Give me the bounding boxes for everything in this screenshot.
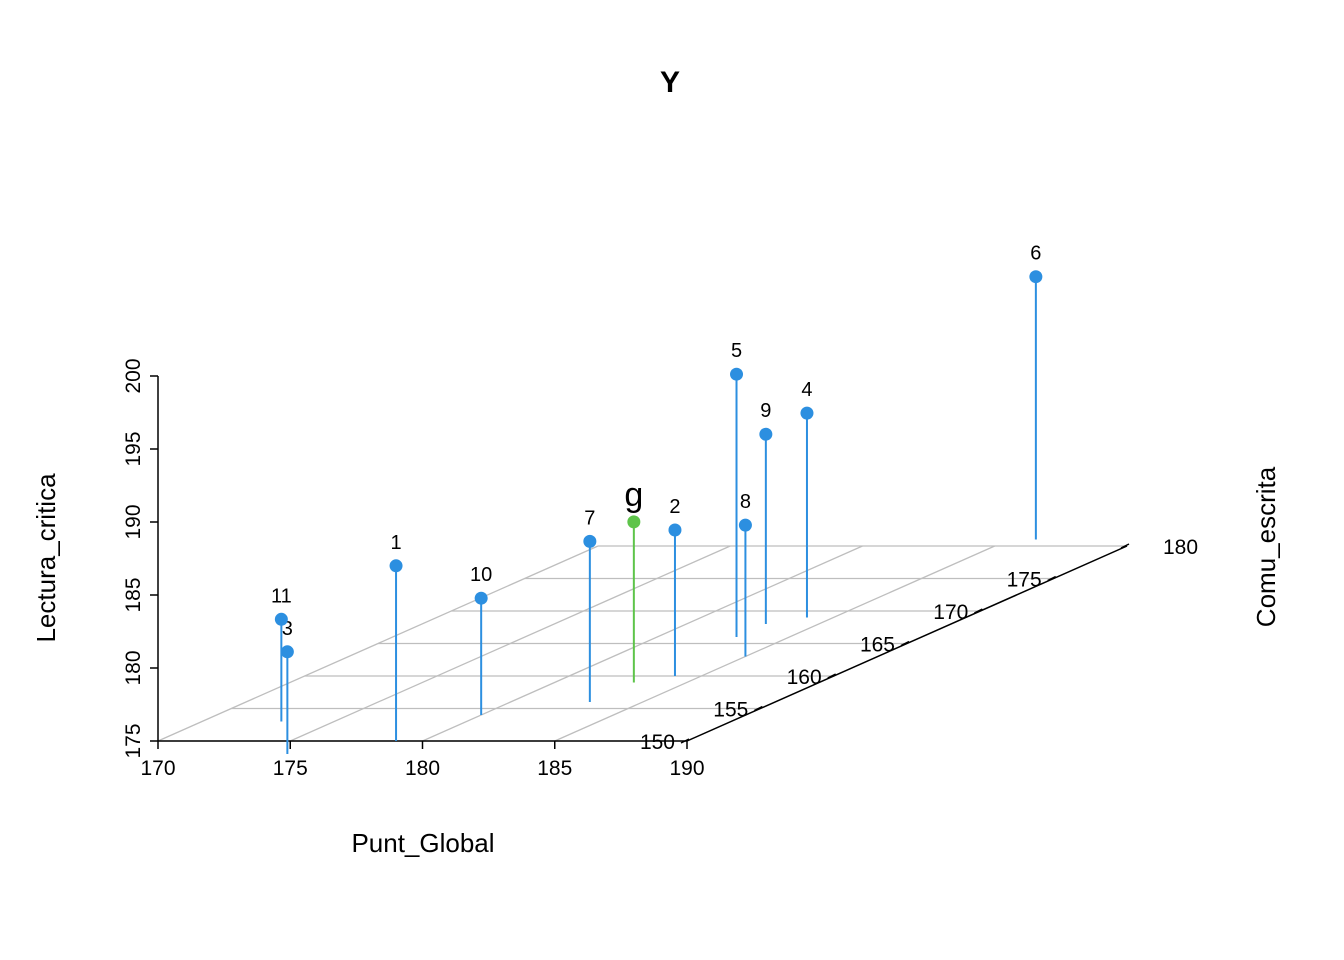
y-tick-label-0: 150 <box>640 731 675 754</box>
y-axis-line <box>686 545 1128 742</box>
x-axis-ticks: 170 175 180 185 190 <box>140 741 705 780</box>
y-axis-ticks: 150 155 160 165 170 175 180 <box>640 536 1198 754</box>
y-tick-mark-6 <box>1120 543 1130 549</box>
y-tick-label-3: 165 <box>860 634 895 657</box>
x-tick-label-4: 190 <box>669 757 704 780</box>
y-tick-mark-0 <box>680 738 690 744</box>
y-tick-label-6: 180 <box>1163 536 1198 559</box>
data-point-2 <box>668 523 682 537</box>
point-label-8: 8 <box>740 491 751 513</box>
x-axis-label: Punt_Global <box>351 828 494 858</box>
z-tick-label-2: 185 <box>122 577 145 612</box>
axes <box>157 376 1128 742</box>
point-label-3: 3 <box>282 618 293 640</box>
data-point-9 <box>759 427 773 441</box>
point-label-10: 10 <box>470 564 492 586</box>
point-label-7: 7 <box>584 507 595 529</box>
data-point-4 <box>800 406 814 420</box>
floor-grid <box>157 545 1128 742</box>
data-point-g <box>627 515 641 529</box>
y-tick-mark-3 <box>900 640 910 647</box>
point-label-6: 6 <box>1030 243 1041 265</box>
data-point-5 <box>730 367 744 381</box>
y-tick-label-5: 175 <box>1007 569 1042 592</box>
z-tick-label-0: 175 <box>122 723 145 758</box>
point-label-1: 1 <box>390 532 401 554</box>
z-axis-label: Lectura_critica <box>31 473 61 643</box>
data-point-8 <box>738 518 752 532</box>
data-point-10 <box>474 591 488 605</box>
point-label-9: 9 <box>760 400 771 422</box>
y-tick-mark-1 <box>753 705 763 712</box>
point-label-4: 4 <box>801 379 812 401</box>
point-label-g: g <box>624 476 643 514</box>
y-tick-mark-5 <box>1047 575 1057 582</box>
y-tick-mark-2 <box>827 673 837 679</box>
data-point-3 <box>280 645 294 659</box>
data-points: 1 2 3 4 5 6 7 8 9 10 11 g <box>271 243 1043 754</box>
y-tick-label-1: 155 <box>713 699 748 722</box>
z-tick-label-3: 190 <box>122 504 145 539</box>
y-tick-label-2: 160 <box>787 666 822 689</box>
data-point-11 <box>274 612 288 626</box>
x-tick-label-3: 185 <box>537 757 572 780</box>
y-axis-label: Comu_escrita <box>1251 466 1281 627</box>
x-tick-label-1: 175 <box>273 757 308 780</box>
data-point-7 <box>583 534 597 548</box>
y-tick-label-4: 170 <box>933 601 968 624</box>
y-tick-mark-4 <box>973 608 983 614</box>
x-tick-label-0: 170 <box>140 757 175 780</box>
data-point-1 <box>389 559 403 573</box>
chart-title: Y <box>660 66 680 99</box>
z-tick-label-5: 200 <box>122 358 145 393</box>
z-tick-label-4: 195 <box>122 431 145 466</box>
x-tick-label-2: 180 <box>405 757 440 780</box>
z-tick-label-1: 180 <box>122 650 145 685</box>
z-axis-ticks: 175 180 185 190 195 200 <box>122 358 158 759</box>
data-point-6 <box>1029 270 1043 284</box>
point-label-11: 11 <box>271 585 292 607</box>
point-label-2: 2 <box>669 496 680 518</box>
point-label-5: 5 <box>731 340 742 362</box>
